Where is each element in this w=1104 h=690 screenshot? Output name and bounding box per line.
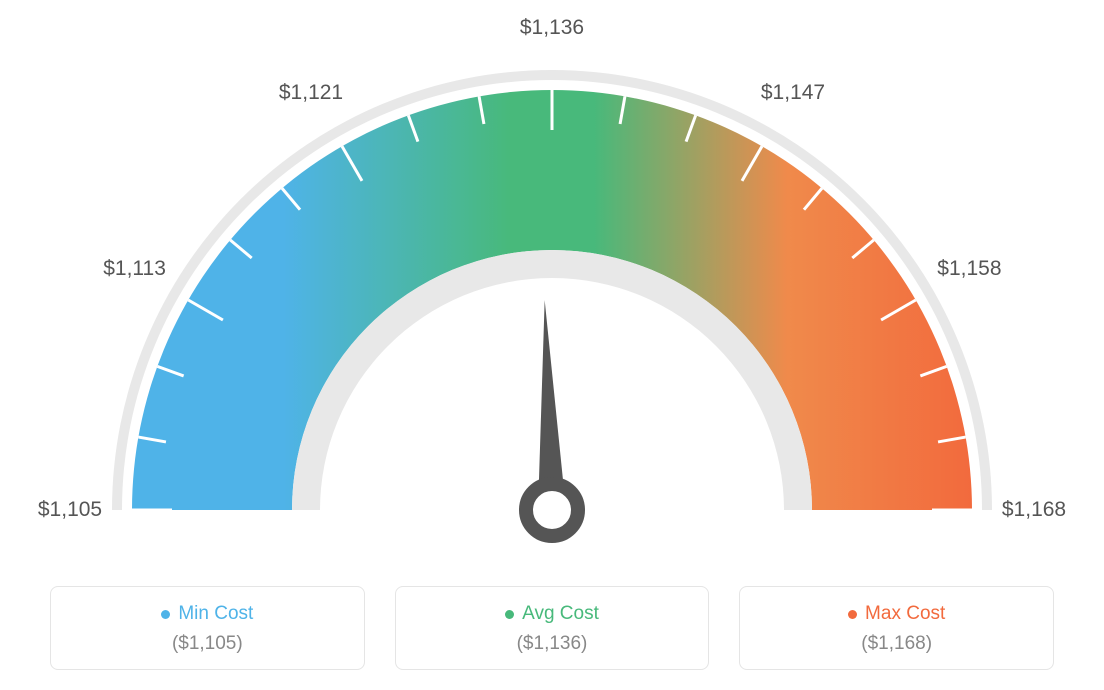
legend-title-max: Max Cost: [865, 603, 945, 625]
legend-value-max: ($1,168): [750, 633, 1043, 655]
legend-card-max: Max Cost ($1,168): [739, 586, 1054, 670]
legend-card-avg: Avg Cost ($1,136): [395, 586, 710, 670]
legend-value-min: ($1,105): [61, 633, 354, 655]
legend-card-min: Min Cost ($1,105): [50, 586, 365, 670]
legend-dot-max: [848, 610, 857, 619]
gauge-chart: $1,105 $1,113 $1,121 $1,136 $1,147 $1,158 $1,1…: [0, 0, 1104, 570]
gauge-tick-label: $1,113: [103, 257, 166, 281]
gauge-tick-label: $1,158: [937, 257, 1001, 281]
legend-title-avg: Avg Cost: [522, 603, 599, 625]
legend-dot-min: [161, 610, 170, 619]
legend-value-avg: ($1,136): [406, 633, 699, 655]
legend-dot-avg: [505, 610, 514, 619]
gauge-tick-label: $1,136: [520, 16, 584, 40]
gauge-tick-label: $1,147: [761, 81, 825, 105]
gauge-tick-label: $1,121: [279, 81, 343, 105]
gauge-tick-label: $1,105: [38, 498, 102, 522]
gauge-svg: [0, 0, 1104, 570]
legend-row: Min Cost ($1,105) Avg Cost ($1,136) Max …: [50, 586, 1054, 670]
legend-title-min: Min Cost: [178, 603, 253, 625]
gauge-tick-label: $1,168: [1002, 498, 1066, 522]
